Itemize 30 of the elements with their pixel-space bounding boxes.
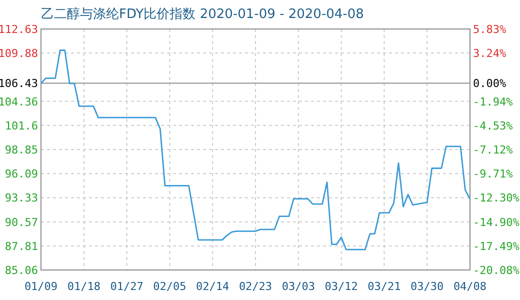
y2-tick-label: -1.94% [473,95,514,108]
x-tick-label: 02/23 [238,280,272,293]
y2-tick-label: -12.30% [473,192,520,205]
x-tick-label: 02/14 [196,280,230,293]
y2-tick-label: -7.12% [473,143,514,156]
x-tick-label: 03/03 [282,280,315,293]
title: 乙二醇与涤纶FDY比价指数 2020-01-09 - 2020-04-08 [41,7,364,22]
x-tick-label: 03/12 [324,280,358,293]
y-tick-label: 90.57 [4,216,38,229]
x-tick-label: 02/05 [153,280,186,293]
y-tick-label: 96.09 [4,168,38,181]
x-tick-label: 01/09 [24,280,58,293]
y2-tick-label: -9.71% [473,168,514,181]
y2-tick-label: -14.90% [473,216,520,229]
y-tick-label: 98.85 [4,143,38,156]
y2-tick-label: -4.53% [473,119,514,132]
y2-tick-label: -20.08% [473,264,520,277]
y-tick-label: 87.81 [4,240,38,253]
x-tick-label: 03/30 [410,280,444,293]
y-tick-label: 101.6 [4,119,38,132]
x-tick-label: 01/18 [67,280,100,293]
x-tick-label: 04/08 [453,280,487,293]
y-tick-label: 85.06 [4,264,38,277]
y2-tick-label: 0.00% [473,77,506,90]
x-tick-label: 03/21 [368,280,401,293]
x-tick-label: 01/27 [110,280,144,293]
y2-tick-label: 3.24% [473,47,506,60]
y2-tick-label: -17.49% [473,240,520,253]
y-tick-label: 93.33 [4,192,38,205]
y2-tick-label: 5.83% [473,23,506,36]
